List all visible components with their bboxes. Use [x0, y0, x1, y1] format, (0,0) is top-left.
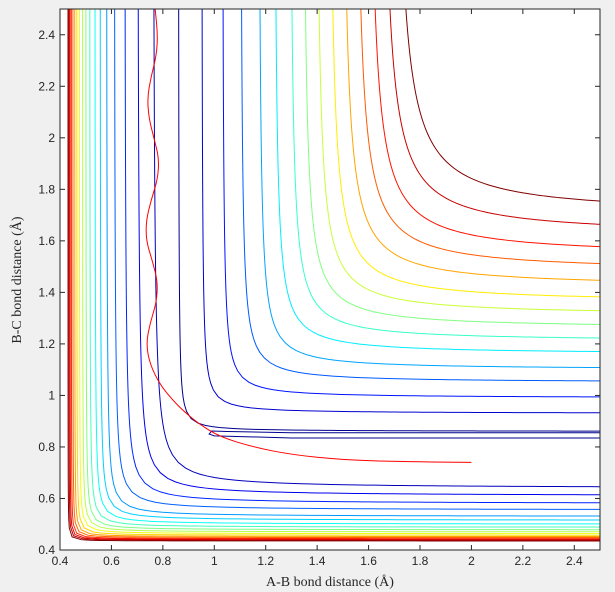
- contour-line-lower-17: [68, 9, 600, 541]
- x-tick-label: 1.2: [257, 554, 274, 568]
- x-tick-label: 1.8: [412, 554, 429, 568]
- axes-box: [59, 8, 601, 551]
- y-tick-label: 1: [48, 388, 55, 402]
- contour-line-lower-13: [74, 9, 600, 538]
- contour-line-upper-10: [332, 9, 600, 298]
- contour-line-well: [208, 430, 600, 439]
- y-tick-label: 1.4: [38, 285, 55, 299]
- x-tick-label: 0.8: [155, 554, 172, 568]
- x-tick-label: 2: [468, 554, 475, 568]
- contour-line-upper-2: [201, 9, 600, 414]
- contour-line-lower-8: [89, 9, 600, 528]
- contour-line-upper-5: [259, 9, 600, 369]
- x-tick-label: 1.6: [360, 554, 377, 568]
- contour-line-upper-11: [346, 9, 600, 281]
- contour-line-lower-18: [67, 9, 600, 542]
- y-tick-label: 0.6: [38, 491, 55, 505]
- contour-lines: [67, 9, 600, 542]
- contour-line-upper-6: [275, 9, 600, 353]
- y-tick-label: 2.4: [38, 28, 55, 42]
- contour-line-lower-16: [69, 9, 600, 540]
- y-tick-label: 1.2: [38, 337, 55, 351]
- axis-ticks: 0.4 0.6 0.8 1 1.2 1.4 1.6 1.8 2 2.2 2.4 0.4 0.6 0.8 1 1…: [38, 9, 600, 568]
- contour-line-lower-2: [137, 9, 600, 496]
- contour-line-lower-10: [82, 9, 600, 533]
- contour-line-lower-4: [114, 9, 600, 510]
- contour-line-lower-15: [70, 9, 600, 540]
- contour-line-lower-9: [85, 9, 600, 531]
- y-tick-label: 2.2: [38, 79, 55, 93]
- contour-line-upper-4: [241, 9, 600, 382]
- contour-line-lower-12: [76, 9, 600, 536]
- contour-line-upper-7: [291, 9, 600, 339]
- contour-line-upper-14: [389, 9, 600, 225]
- trajectory-line: [145, 9, 472, 463]
- x-tick-label: 0.4: [52, 554, 69, 568]
- contour-line-upper-1: [178, 9, 600, 432]
- contour-line-upper-8: [304, 9, 600, 325]
- contour-line-upper-15: [405, 9, 600, 202]
- plot-area: [60, 9, 600, 550]
- contour-line-upper-12: [360, 9, 600, 265]
- y-axis-label: B-C bond distance (Å): [9, 216, 25, 343]
- contour-line-lower-14: [72, 9, 600, 539]
- trajectory-layer: [145, 9, 472, 463]
- x-tick-label: 1.4: [309, 554, 326, 568]
- contour-line-upper-9: [318, 9, 600, 312]
- x-tick-label: 1: [211, 554, 218, 568]
- y-tick-label: 1.6: [38, 234, 55, 248]
- contour-line-lower-6: [99, 9, 600, 521]
- contour-line-upper-3: [222, 9, 600, 398]
- contour-line-upper-13: [374, 9, 600, 248]
- contour-line-lower-7: [94, 9, 600, 525]
- y-tick-label: 0.4: [38, 543, 55, 557]
- contour-line-lower-5: [106, 9, 600, 517]
- contour-line-lower-1: [153, 9, 600, 488]
- x-tick-label: 0.6: [103, 554, 120, 568]
- x-axis-label: A-B bond distance (Å): [266, 574, 394, 590]
- contour-line-lower-11: [78, 9, 600, 535]
- contour-line-lower-3: [124, 9, 600, 504]
- y-tick-label: 1.8: [38, 182, 55, 196]
- y-tick-label: 0.8: [38, 440, 55, 454]
- x-tick-label: 2.4: [566, 554, 583, 568]
- y-tick-label: 2: [48, 131, 55, 145]
- x-tick-label: 2.2: [515, 554, 532, 568]
